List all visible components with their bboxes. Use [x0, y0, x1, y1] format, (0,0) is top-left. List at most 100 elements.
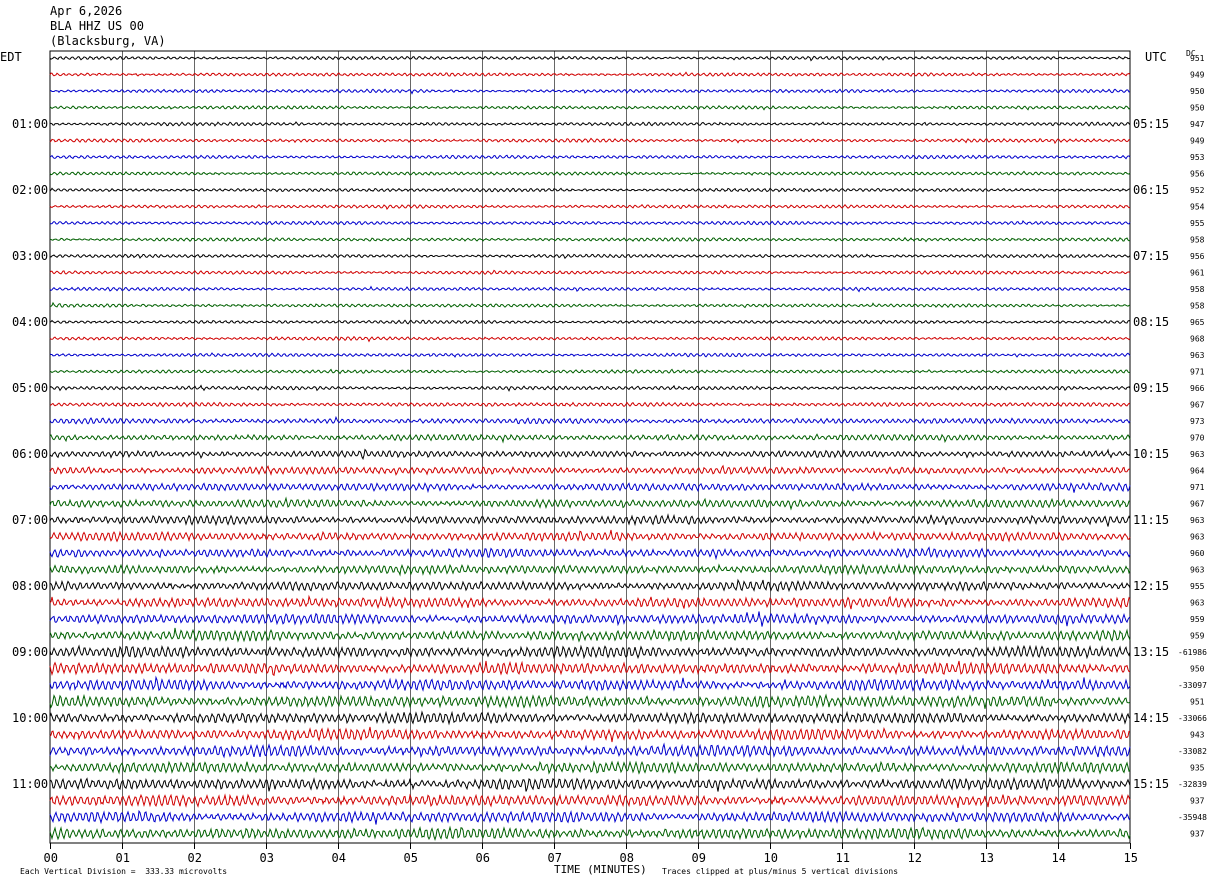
x-tick-label: 07 — [548, 851, 562, 865]
left-hour-label: 03:00 — [12, 249, 48, 263]
seismic-trace — [49, 513, 1131, 527]
seismic-trace — [49, 760, 1131, 775]
dc-offset-label: 964 — [1190, 467, 1205, 476]
x-tick-label: 03 — [260, 851, 274, 865]
dc-offset-label: 949 — [1190, 71, 1205, 80]
seismic-trace — [49, 253, 1131, 260]
left-hour-label: 01:00 — [12, 117, 48, 131]
seismic-trace — [49, 368, 1131, 375]
right-hour-label: 08:15 — [1133, 315, 1169, 329]
seismic-trace — [49, 675, 1131, 692]
dc-offset-label: -33066 — [1178, 714, 1207, 723]
seismic-trace — [49, 285, 1131, 293]
seismic-trace — [49, 137, 1131, 145]
right-hour-label: 07:15 — [1133, 249, 1169, 263]
seismic-trace — [49, 269, 1131, 275]
seismic-trace — [49, 203, 1131, 210]
right-timezone-label: UTC — [1145, 50, 1167, 64]
seismic-trace — [49, 693, 1131, 709]
dc-offset-label: 947 — [1190, 120, 1205, 129]
seismic-trace — [49, 464, 1131, 476]
seismic-trace — [49, 793, 1131, 808]
right-hour-label: 06:15 — [1133, 183, 1169, 197]
dc-offset-label: -35948 — [1178, 813, 1207, 822]
seismic-trace — [49, 448, 1131, 460]
dc-offset-label: 971 — [1190, 368, 1205, 377]
seismic-trace — [49, 88, 1131, 95]
dc-label: DC — [1186, 49, 1196, 58]
dc-offset-label: 950 — [1190, 104, 1205, 113]
dc-offset-label: 950 — [1190, 87, 1205, 96]
seismic-trace — [49, 154, 1131, 160]
dc-offset-label: -33097 — [1178, 681, 1207, 690]
x-tick-label: 00 — [44, 851, 58, 865]
dc-offset-label: 937 — [1190, 830, 1205, 839]
left-hour-label: 08:00 — [12, 579, 48, 593]
right-hour-label: 14:15 — [1133, 711, 1169, 725]
dc-offset-label: 959 — [1190, 615, 1205, 624]
dc-offset-label: 970 — [1190, 434, 1205, 443]
dc-offset-label: 963 — [1190, 516, 1205, 525]
x-tick-label: 06 — [476, 851, 490, 865]
seismic-trace — [49, 563, 1131, 577]
seismic-trace — [49, 220, 1131, 226]
dc-offset-label: 958 — [1190, 285, 1205, 294]
dc-offset-label: 959 — [1190, 632, 1205, 641]
dc-offset-label: 963 — [1190, 450, 1205, 459]
dc-offset-label: -61986 — [1178, 648, 1207, 657]
dc-offset-label: 949 — [1190, 137, 1205, 146]
right-hour-label: 05:15 — [1133, 117, 1169, 131]
seismic-trace — [49, 170, 1131, 177]
dc-offset-label: 954 — [1190, 203, 1205, 212]
right-hour-label: 11:15 — [1133, 513, 1169, 527]
dc-offset-label: 963 — [1190, 351, 1205, 360]
dc-offset-label: -32839 — [1178, 780, 1207, 789]
left-hour-label: 05:00 — [12, 381, 48, 395]
seismic-trace — [49, 335, 1131, 343]
x-tick-label: 01 — [116, 851, 130, 865]
seismic-trace — [49, 301, 1131, 309]
seismic-trace — [49, 319, 1131, 325]
left-hour-label: 07:00 — [12, 513, 48, 527]
plot-frame — [49, 50, 1131, 844]
dc-offset-label: 953 — [1190, 153, 1205, 162]
seismic-trace — [49, 415, 1131, 425]
left-hour-label: 10:00 — [12, 711, 48, 725]
dc-offset-label: 956 — [1190, 252, 1205, 261]
seismic-trace — [49, 809, 1131, 825]
left-hour-label: 11:00 — [12, 777, 48, 791]
dc-offset-label: 951 — [1190, 54, 1205, 63]
left-timezone-label: EDT — [0, 50, 22, 64]
dc-offset-label: 973 — [1190, 417, 1205, 426]
x-tick-label: 14 — [1052, 851, 1066, 865]
seismic-trace — [49, 481, 1131, 494]
dc-offset-label: 966 — [1190, 384, 1205, 393]
seismic-trace — [49, 236, 1131, 243]
dc-offset-label: 963 — [1190, 533, 1205, 542]
left-hour-label: 02:00 — [12, 183, 48, 197]
seismic-trace — [49, 55, 1131, 62]
dc-offset-label: 955 — [1190, 219, 1205, 228]
x-tick-label: 15 — [1124, 851, 1138, 865]
x-tick-label: 10 — [764, 851, 778, 865]
dc-offset-label: 960 — [1190, 549, 1205, 558]
seismic-trace — [49, 611, 1131, 627]
dc-offset-label: 951 — [1190, 698, 1205, 707]
left-hour-label: 04:00 — [12, 315, 48, 329]
x-tick-label: 04 — [332, 851, 346, 865]
x-tick-label: 12 — [908, 851, 922, 865]
seismic-trace — [49, 726, 1130, 743]
seismic-trace — [49, 578, 1131, 593]
x-axis-label: TIME (MINUTES) — [554, 863, 647, 876]
dc-offset-label: 971 — [1190, 483, 1205, 492]
dc-offset-label: 956 — [1190, 170, 1205, 179]
seismic-trace — [49, 776, 1131, 792]
dc-offset-label: 961 — [1190, 269, 1205, 278]
right-hour-label: 13:15 — [1133, 645, 1169, 659]
dc-offset-label: 965 — [1190, 318, 1205, 327]
clip-note: Traces clipped at plus/minus 5 vertical … — [662, 867, 899, 876]
x-tick-label: 09 — [692, 851, 706, 865]
header-date: Apr 6,2026 — [50, 4, 123, 18]
seismic-trace — [49, 594, 1131, 610]
